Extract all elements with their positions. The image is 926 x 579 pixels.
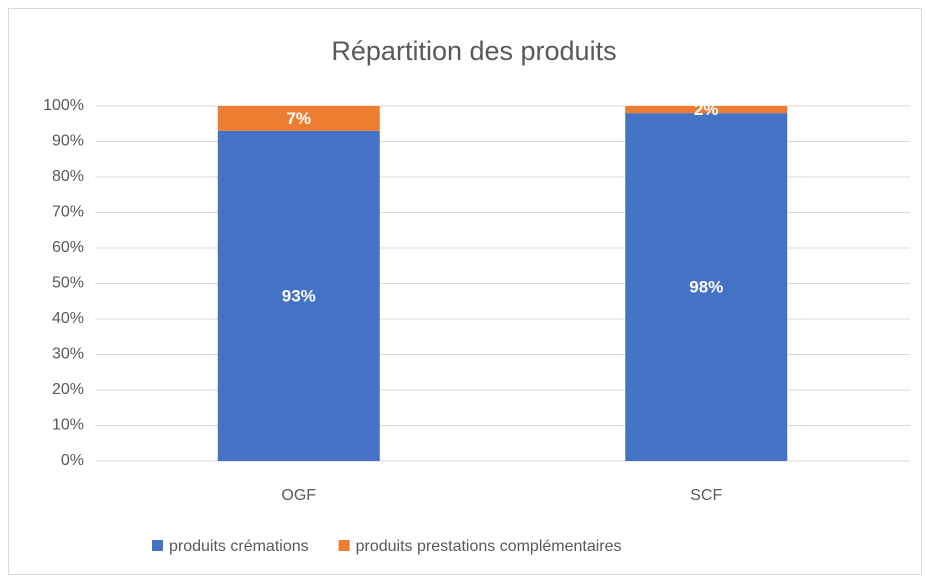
bar-segment [217, 130, 380, 461]
data-label: 2% [694, 100, 719, 119]
y-tick-label: 10% [52, 417, 84, 434]
y-tick-label: 100% [43, 97, 84, 114]
data-label: 98% [689, 278, 723, 297]
bar-segment [625, 113, 788, 461]
x-tick-label: SCF [690, 487, 722, 504]
bar-segment [217, 106, 380, 131]
legend-swatch [338, 540, 350, 551]
chart-title: Répartition des produits [331, 36, 616, 66]
y-tick-label: 40% [52, 310, 84, 327]
y-tick-label: 20% [52, 381, 84, 398]
data-label: 93% [282, 286, 316, 305]
legend-swatch [152, 540, 163, 551]
y-tick-label: 50% [52, 275, 84, 292]
y-tick-label: 30% [52, 346, 84, 363]
x-tick-label: OGF [281, 487, 316, 504]
data-label: 7% [286, 109, 311, 128]
y-tick-label: 70% [52, 204, 84, 221]
y-tick-label: 80% [52, 168, 84, 185]
y-tick-label: 0% [61, 452, 84, 469]
bar-segment [625, 106, 788, 114]
y-tick-label: 90% [52, 133, 84, 150]
legend-label: produits prestations complémentaires [356, 538, 622, 555]
legend-label: produits crémations [169, 538, 309, 555]
y-tick-label: 60% [52, 239, 84, 256]
